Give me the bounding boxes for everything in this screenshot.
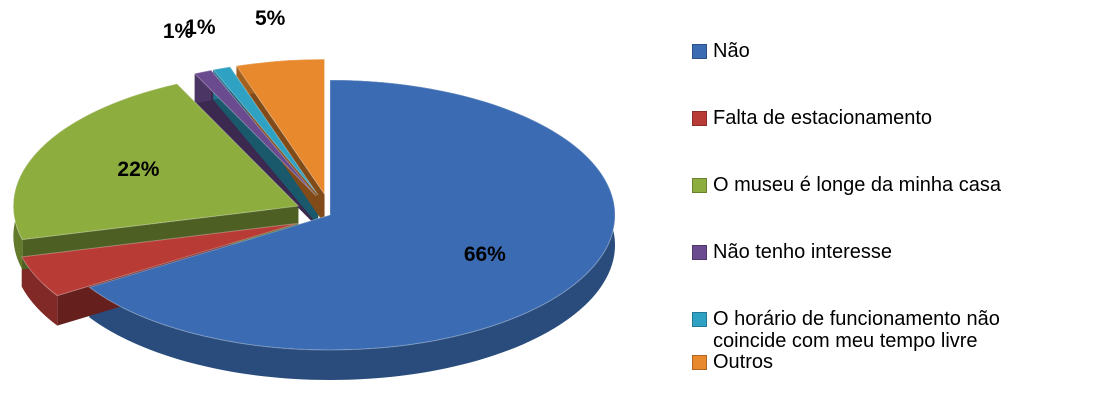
- legend-label: Não tenho interesse: [713, 241, 893, 263]
- slice: [88, 79, 616, 351]
- legend-label: O horário de funcionamento não coincide …: [713, 308, 1000, 352]
- slice-side: [21, 256, 58, 326]
- slice: [235, 58, 326, 196]
- slice: [193, 69, 317, 197]
- legend-item: Falta de estacionamento: [692, 107, 1102, 174]
- legend-swatch: [692, 178, 707, 193]
- legend-label: Não: [713, 40, 750, 62]
- legend-swatch: [692, 312, 707, 327]
- legend-item: O museu é longe da minha casa: [692, 174, 1102, 241]
- legend-label: O museu é longe da minha casa: [713, 174, 1001, 196]
- legend-item: Outros: [692, 351, 1102, 400]
- slice: [21, 222, 299, 297]
- data-label: 66%: [464, 243, 506, 266]
- slice: [12, 83, 300, 241]
- legend-swatch: [692, 111, 707, 126]
- legend-label: Outros: [713, 351, 774, 373]
- legend-item: Não: [692, 40, 1102, 107]
- data-label: 22%: [117, 158, 159, 181]
- legend-item: Não tenho interesse: [692, 241, 1102, 308]
- legend-label: Falta de estacionamento: [713, 107, 933, 129]
- legend-swatch: [692, 245, 707, 260]
- data-label: 1%: [163, 20, 194, 43]
- data-label: 1%: [185, 16, 216, 39]
- slice: [212, 66, 319, 196]
- legend-swatch: [692, 44, 707, 59]
- data-label: 5%: [255, 7, 286, 30]
- legend-swatch: [692, 355, 707, 370]
- pie-area: 66%5%22%1%1%5%: [12, 7, 616, 380]
- legend-item: O horário de funcionamento não coincide …: [692, 308, 1102, 375]
- legend: Não Falta de estacionamento O museu é long…: [692, 40, 1102, 400]
